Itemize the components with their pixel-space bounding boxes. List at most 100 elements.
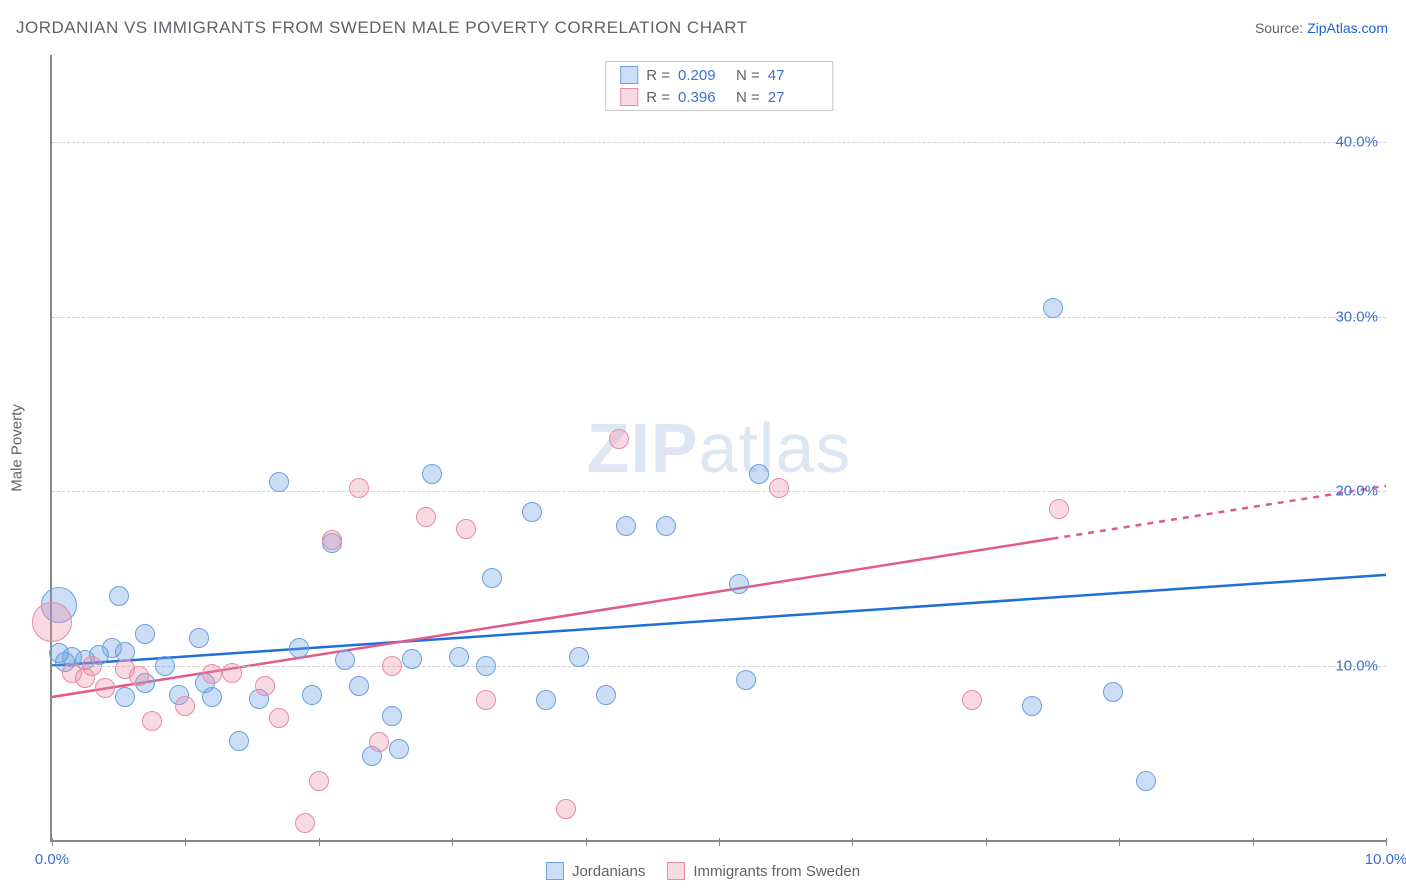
data-point-jordanians — [115, 687, 135, 707]
data-point-jordanians — [749, 464, 769, 484]
data-point-jordanians — [729, 574, 749, 594]
series-legend: Jordanians Immigrants from Sweden — [546, 862, 860, 880]
data-point-jordanians — [1043, 298, 1063, 318]
data-point-sweden — [322, 530, 342, 550]
legend-label: Immigrants from Sweden — [693, 863, 860, 880]
data-point-sweden — [95, 678, 115, 698]
x-tick — [852, 838, 853, 846]
data-point-jordanians — [389, 739, 409, 759]
chart-title: JORDANIAN VS IMMIGRANTS FROM SWEDEN MALE… — [16, 18, 748, 38]
data-point-jordanians — [1022, 696, 1042, 716]
x-tick — [1386, 838, 1387, 846]
data-point-sweden — [309, 771, 329, 791]
trend-lines — [52, 55, 1386, 840]
data-point-jordanians — [569, 647, 589, 667]
data-point-sweden — [129, 666, 149, 686]
data-point-sweden — [416, 507, 436, 527]
data-point-sweden — [202, 664, 222, 684]
x-tick — [586, 838, 587, 846]
data-point-jordanians — [482, 568, 502, 588]
y-tick-label: 40.0% — [1335, 134, 1378, 151]
legend-swatch-sweden — [667, 862, 685, 880]
data-point-sweden — [1049, 499, 1069, 519]
data-point-sweden — [295, 813, 315, 833]
r-label: R = — [646, 67, 670, 84]
n-value: 47 — [768, 67, 818, 84]
data-point-jordanians — [1136, 771, 1156, 791]
data-point-jordanians — [596, 685, 616, 705]
data-point-jordanians — [449, 647, 469, 667]
source-attribution: Source: ZipAtlas.com — [1255, 20, 1388, 36]
legend-item-sweden[interactable]: Immigrants from Sweden — [667, 862, 860, 880]
x-tick — [986, 838, 987, 846]
x-tick — [319, 838, 320, 846]
legend-label: Jordanians — [572, 863, 645, 880]
data-point-jordanians — [402, 649, 422, 669]
chart-plot-area: Male Poverty ZIPatlas R =0.209N =47R =0.… — [50, 55, 1386, 842]
data-point-jordanians — [189, 628, 209, 648]
y-tick-label: 30.0% — [1335, 308, 1378, 325]
data-point-sweden — [269, 708, 289, 728]
data-point-sweden — [142, 711, 162, 731]
x-tick — [1253, 838, 1254, 846]
gridline — [52, 666, 1386, 667]
legend-item-jordanians[interactable]: Jordanians — [546, 862, 645, 880]
gridline — [52, 317, 1386, 318]
data-point-jordanians — [736, 670, 756, 690]
data-point-sweden — [382, 656, 402, 676]
legend-swatch-sweden — [620, 88, 638, 106]
data-point-sweden — [556, 799, 576, 819]
data-point-jordanians — [109, 586, 129, 606]
x-tick — [452, 838, 453, 846]
trendline-jordanians — [52, 575, 1386, 666]
x-tick — [1119, 838, 1120, 846]
source-link[interactable]: ZipAtlas.com — [1307, 20, 1388, 36]
data-point-sweden — [962, 690, 982, 710]
data-point-jordanians — [269, 472, 289, 492]
x-tick — [185, 838, 186, 846]
x-tick — [719, 838, 720, 846]
data-point-sweden — [476, 690, 496, 710]
data-point-jordanians — [155, 656, 175, 676]
data-point-sweden — [32, 602, 72, 642]
data-point-jordanians — [536, 690, 556, 710]
x-tick — [52, 838, 53, 846]
data-point-sweden — [175, 696, 195, 716]
data-point-sweden — [769, 478, 789, 498]
y-tick-label: 20.0% — [1335, 483, 1378, 500]
data-point-jordanians — [289, 638, 309, 658]
data-point-jordanians — [1103, 682, 1123, 702]
data-point-sweden — [222, 663, 242, 683]
y-axis-title: Male Poverty — [9, 404, 26, 492]
r-label: R = — [646, 89, 670, 106]
stats-row-sweden: R = 0.396 N = 27 — [606, 86, 832, 108]
data-point-jordanians — [422, 464, 442, 484]
data-point-sweden — [349, 478, 369, 498]
x-tick-label: 0.0% — [35, 851, 69, 868]
gridline — [52, 491, 1386, 492]
data-point-jordanians — [229, 731, 249, 751]
data-point-sweden — [82, 656, 102, 676]
data-point-jordanians — [616, 516, 636, 536]
data-point-jordanians — [656, 516, 676, 536]
data-point-jordanians — [135, 624, 155, 644]
data-point-jordanians — [382, 706, 402, 726]
n-label: N = — [736, 89, 760, 106]
data-point-jordanians — [302, 685, 322, 705]
data-point-jordanians — [202, 687, 222, 707]
legend-swatch-jordanians — [620, 66, 638, 84]
data-point-jordanians — [522, 502, 542, 522]
data-point-sweden — [369, 732, 389, 752]
stats-row-jordanians: R = 0.209 N = 47 — [606, 64, 832, 86]
r-value: 0.209 — [678, 67, 728, 84]
y-tick-label: 10.0% — [1335, 657, 1378, 674]
data-point-sweden — [456, 519, 476, 539]
gridline — [52, 142, 1386, 143]
x-tick-label: 10.0% — [1365, 851, 1406, 868]
data-point-jordanians — [335, 650, 355, 670]
data-point-jordanians — [349, 676, 369, 696]
legend-swatch-jordanians — [546, 862, 564, 880]
n-label: N = — [736, 67, 760, 84]
r-value: 0.396 — [678, 89, 728, 106]
n-value: 27 — [768, 89, 818, 106]
